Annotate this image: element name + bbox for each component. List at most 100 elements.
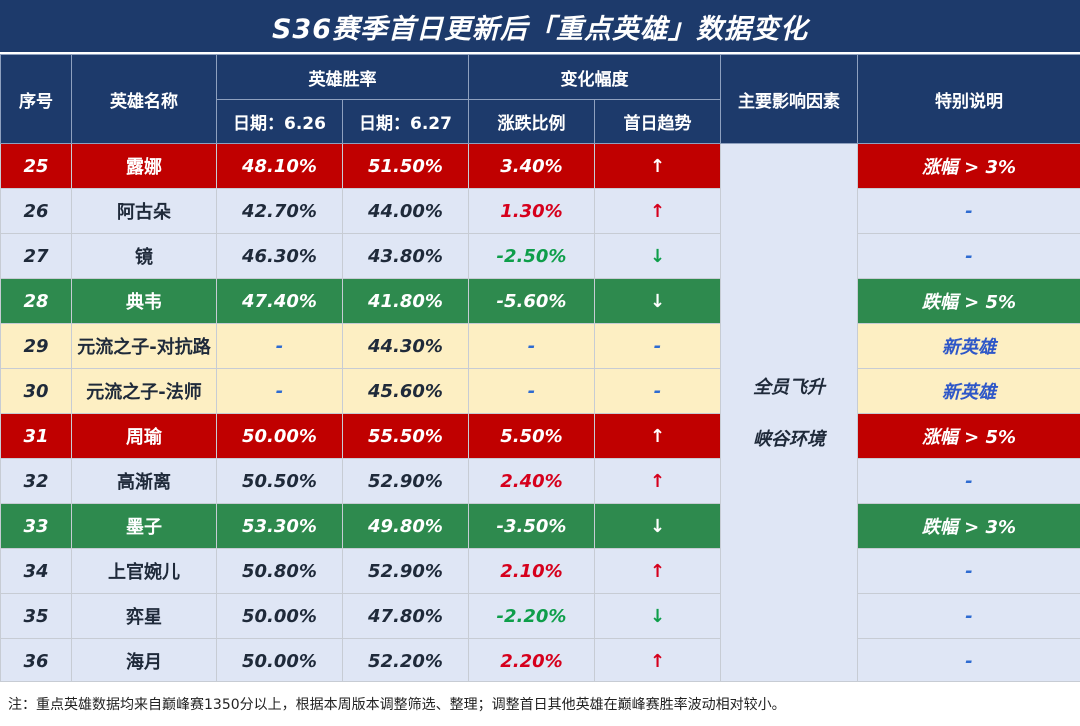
win-rate-626: 50.00% (216, 593, 343, 639)
special-note: 涨幅 > 3% (857, 143, 1080, 189)
arrow-down-icon: ↓ (594, 278, 721, 324)
hero-name: 阿古朵 (71, 188, 217, 234)
hero-name: 高渐离 (71, 458, 217, 504)
special-note: 新英雄 (857, 368, 1080, 414)
arrow-down-icon: ↓ (594, 593, 721, 639)
win-rate-627: 47.80% (342, 593, 469, 639)
win-rate-626: 42.70% (216, 188, 343, 234)
row-index: 31 (0, 413, 72, 459)
win-rate-627: 52.20% (342, 638, 469, 684)
change-ratio: 1.30% (468, 188, 595, 234)
change-ratio: -2.20% (468, 593, 595, 639)
special-note: 跌幅 > 5% (857, 278, 1080, 324)
arrow-up-icon: ↑ (594, 458, 721, 504)
change-ratio: 2.40% (468, 458, 595, 504)
row-index: 33 (0, 503, 72, 549)
win-rate-626: 50.50% (216, 458, 343, 504)
table-row: 36 海月 50.00% 52.20% 2.20% ↑ - (0, 638, 1080, 684)
header-date2: 日期：6.27 (342, 99, 469, 144)
table-row: 31 周瑜 50.00% 55.50% 5.50% ↑ 涨幅 > 5% (0, 413, 1080, 459)
change-ratio: -2.50% (468, 233, 595, 279)
header-factor: 主要影响因素 (720, 54, 858, 144)
table-body: 25 露娜 48.10% 51.50% 3.40% ↑ 全员飞升 峡谷环境 涨幅 > 3% 26 阿… (0, 143, 1080, 684)
win-rate-627: 41.80% (342, 278, 469, 324)
row-index: 36 (0, 638, 72, 684)
header-note: 特别说明 (857, 54, 1080, 144)
hero-name: 海月 (71, 638, 217, 684)
row-index: 32 (0, 458, 72, 504)
table-row: 33 墨子 53.30% 49.80% -3.50% ↓ 跌幅 > 3% (0, 503, 1080, 549)
win-rate-627: 44.00% (342, 188, 469, 234)
header-ratio: 涨跌比例 (468, 99, 595, 144)
win-rate-626: 48.10% (216, 143, 343, 189)
change-ratio: - (468, 368, 595, 414)
header-win-rate: 英雄胜率 (216, 54, 469, 100)
change-ratio: 2.20% (468, 638, 595, 684)
row-index: 28 (0, 278, 72, 324)
table-row: 32 高渐离 50.50% 52.90% 2.40% ↑ - (0, 458, 1080, 504)
win-rate-627: 51.50% (342, 143, 469, 189)
hero-data-table: 序号 英雄名称 英雄胜率 变化幅度 主要影响因素 特别说明 日期：6.26 日期… (0, 54, 1080, 684)
win-rate-626: - (216, 368, 343, 414)
row-index: 35 (0, 593, 72, 639)
header-hero-name: 英雄名称 (71, 54, 217, 144)
hero-name: 弈星 (71, 593, 217, 639)
win-rate-627: 43.80% (342, 233, 469, 279)
table-row: 34 上官婉儿 50.80% 52.90% 2.10% ↑ - (0, 548, 1080, 594)
change-ratio: 5.50% (468, 413, 595, 459)
arrow-down-icon: ↓ (594, 233, 721, 279)
win-rate-626: 50.80% (216, 548, 343, 594)
change-ratio: -3.50% (468, 503, 595, 549)
trend-dash: - (594, 323, 721, 369)
win-rate-627: 45.60% (342, 368, 469, 414)
arrow-up-icon: ↑ (594, 548, 721, 594)
table-row: 26 阿古朵 42.70% 44.00% 1.30% ↑ - (0, 188, 1080, 234)
trend-dash: - (594, 368, 721, 414)
win-rate-626: 50.00% (216, 638, 343, 684)
row-index: 29 (0, 323, 72, 369)
arrow-up-icon: ↑ (594, 188, 721, 234)
arrow-up-icon: ↑ (594, 143, 721, 189)
table-row: 27 镜 46.30% 43.80% -2.50% ↓ - (0, 233, 1080, 279)
arrow-up-icon: ↑ (594, 638, 721, 684)
win-rate-626: 47.40% (216, 278, 343, 324)
arrow-up-icon: ↑ (594, 413, 721, 459)
header-change: 变化幅度 (468, 54, 721, 100)
change-ratio: 3.40% (468, 143, 595, 189)
row-index: 26 (0, 188, 72, 234)
hero-name: 上官婉儿 (71, 548, 217, 594)
win-rate-626: - (216, 323, 343, 369)
win-rate-627: 55.50% (342, 413, 469, 459)
win-rate-627: 49.80% (342, 503, 469, 549)
factor-cell: 全员飞升 峡谷环境 (720, 143, 858, 684)
row-index: 30 (0, 368, 72, 414)
win-rate-626: 50.00% (216, 413, 343, 459)
page-title: S36赛季首日更新后「重点英雄」数据变化 (0, 0, 1080, 54)
row-index: 27 (0, 233, 72, 279)
header-date1: 日期：6.26 (216, 99, 343, 144)
special-note: - (857, 548, 1080, 594)
special-note: - (857, 638, 1080, 684)
special-note: - (857, 233, 1080, 279)
table-row: 29 元流之子-对抗路 -44.30% - - 新英雄 (0, 323, 1080, 369)
change-ratio: - (468, 323, 595, 369)
factor-line: 全员飞升 (753, 376, 825, 398)
row-index: 25 (0, 143, 72, 189)
table-row: 30 元流之子-法师 -45.60% - - 新英雄 (0, 368, 1080, 414)
special-note: 新英雄 (857, 323, 1080, 369)
table-row: 25 露娜 48.10% 51.50% 3.40% ↑ 全员飞升 峡谷环境 涨幅 > 3% (0, 143, 1080, 684)
table-row: 35 弈星 50.00% 47.80% -2.20% ↓ - (0, 593, 1080, 639)
special-note: 涨幅 > 5% (857, 413, 1080, 459)
hero-name: 镜 (71, 233, 217, 279)
hero-name: 典韦 (71, 278, 217, 324)
win-rate-627: 52.90% (342, 548, 469, 594)
special-note: - (857, 188, 1080, 234)
win-rate-627: 52.90% (342, 458, 469, 504)
factor-line: 峡谷环境 (753, 428, 825, 450)
change-ratio: 2.10% (468, 548, 595, 594)
win-rate-626: 53.30% (216, 503, 343, 549)
footnote: 注：重点英雄数据均来自巅峰赛1350分以上，根据本周版本调整筛选、整理；调整首日… (0, 681, 1080, 726)
header-index: 序号 (0, 54, 72, 144)
hero-name: 墨子 (71, 503, 217, 549)
